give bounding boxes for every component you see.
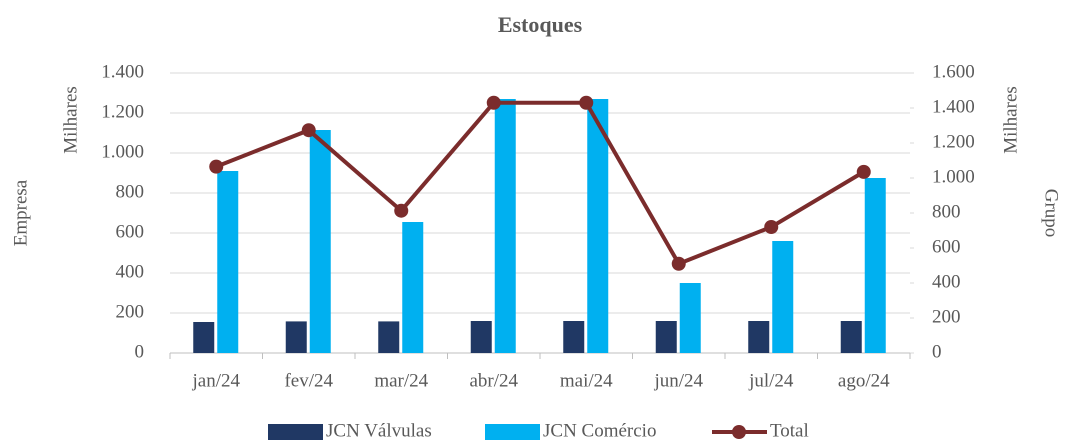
bar	[470, 321, 492, 353]
bar	[864, 178, 886, 353]
y2-tick-label: 1.400	[932, 96, 975, 117]
line	[215, 100, 865, 267]
y2-tick-label: 200	[932, 306, 961, 327]
bar	[772, 241, 794, 353]
x-tick-label: fev/24	[284, 370, 333, 391]
x-tick-label: jun/24	[653, 370, 703, 391]
bar	[748, 321, 770, 353]
bar	[494, 99, 516, 353]
y-unit-label: Milhares	[60, 86, 81, 154]
y2-tick-label: 1.600	[932, 61, 975, 82]
legend-swatch	[485, 424, 540, 440]
x-tick-label: abr/24	[469, 370, 518, 391]
y2-unit-label: Milhares	[1000, 86, 1021, 154]
bar	[655, 321, 677, 353]
bar	[587, 99, 609, 353]
x-tick-label: jan/24	[192, 370, 241, 391]
line-marker	[671, 256, 686, 271]
bar	[285, 321, 307, 353]
y-tick-label: 1.200	[101, 101, 144, 122]
bar	[563, 321, 585, 353]
y2-tick-label: 1.200	[932, 131, 975, 152]
y-axis-title: Empresa	[10, 179, 31, 246]
y-tick-label: 600	[116, 221, 145, 242]
chart-title: Estoques	[498, 12, 583, 37]
legend-label: JCN Válvulas	[326, 420, 432, 441]
y-tick-label: 800	[116, 181, 145, 202]
y2-axis-title: Grupo	[1041, 189, 1062, 238]
y2-tick-label: 600	[932, 236, 961, 257]
y2-tick-label: 1.000	[932, 166, 975, 187]
y-tick-label: 400	[116, 261, 145, 282]
legend-label: Total	[770, 420, 809, 441]
y-tick-label: 0	[135, 341, 145, 362]
x-tick-label: mar/24	[374, 370, 428, 391]
y-tick-label: 200	[116, 301, 145, 322]
x-tick-label: mai/24	[560, 370, 613, 391]
bar	[193, 322, 215, 353]
y-tick-label: 1.000	[101, 141, 144, 162]
y-tick-label: 1.400	[101, 61, 144, 82]
y2-tick-label: 400	[932, 271, 961, 292]
legend-swatch	[268, 424, 323, 440]
line-marker	[764, 220, 779, 234]
line-marker	[209, 159, 224, 174]
x-tick-label: jul/24	[748, 370, 794, 391]
bar	[840, 321, 862, 353]
line-marker	[301, 123, 316, 138]
y2-tick-label: 800	[932, 201, 961, 222]
legend-label: JCN Comércio	[543, 420, 656, 441]
bar	[309, 130, 331, 353]
line-marker	[856, 164, 871, 179]
bar	[378, 321, 400, 353]
line-marker	[486, 95, 501, 110]
bar	[679, 283, 701, 353]
bar	[402, 222, 424, 353]
legend-swatch	[732, 425, 746, 439]
line-marker	[579, 95, 594, 110]
y2-tick-label: 0	[932, 341, 942, 362]
line-marker	[394, 203, 409, 218]
bar	[217, 171, 239, 353]
x-tick-label: ago/24	[838, 370, 890, 391]
